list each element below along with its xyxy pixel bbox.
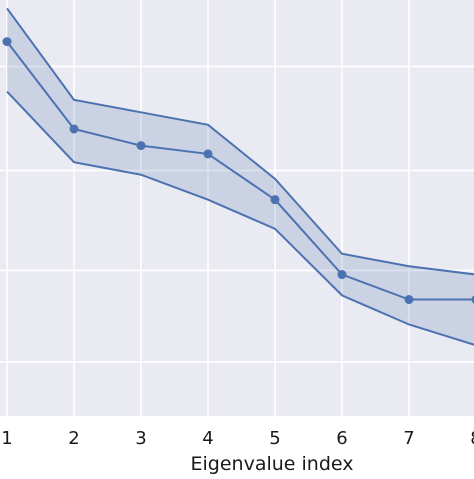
data-point-3: [137, 141, 146, 150]
data-point-6: [338, 270, 347, 279]
x-axis-label: Eigenvalue index: [191, 453, 354, 474]
data-point-1: [3, 37, 12, 46]
x-tick-label-4: 4: [202, 428, 213, 449]
x-tick-label-3: 3: [135, 428, 146, 449]
x-tick-label-6: 6: [336, 428, 347, 449]
x-tick-label-8: 8: [470, 428, 474, 449]
x-tick-labels: 1 2 3 4 5 6 7 8: [1, 428, 474, 449]
x-tick-label-2: 2: [68, 428, 79, 449]
x-tick-label-1: 1: [1, 428, 12, 449]
x-tick-label-7: 7: [403, 428, 414, 449]
x-tick-label-5: 5: [269, 428, 280, 449]
data-point-2: [70, 124, 79, 133]
data-point-4: [204, 149, 213, 158]
data-point-5: [271, 195, 280, 204]
data-point-7: [405, 295, 414, 304]
